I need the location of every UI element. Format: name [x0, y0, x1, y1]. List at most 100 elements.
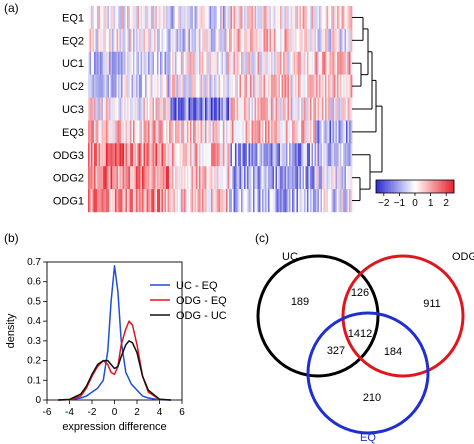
- heatmap-cell: [287, 189, 290, 213]
- heatmap-cell: [136, 28, 138, 52]
- heatmap-cell: [133, 97, 135, 121]
- region-count: 184: [384, 346, 402, 358]
- heatmap-cell: [314, 74, 317, 98]
- heatmap-cell: [203, 143, 206, 167]
- heatmap-cell: [334, 143, 336, 167]
- heatmap-cell: [181, 74, 183, 98]
- heatmap-cell: [301, 51, 303, 75]
- heatmap-cell: [200, 28, 203, 52]
- heatmap-cell: [262, 143, 264, 167]
- heatmap-cell: [329, 74, 332, 98]
- heatmap-cell: [163, 28, 165, 52]
- heatmap-cell: [331, 143, 333, 167]
- heatmap-cell: [115, 189, 117, 213]
- heatmap-cell: [136, 6, 138, 30]
- heatmap-cell: [334, 51, 336, 75]
- heatmap-cell: [148, 6, 150, 30]
- heatmap-cell: [284, 6, 287, 30]
- heatmap-cell: [322, 120, 324, 144]
- heatmap-cell: [101, 6, 104, 30]
- colorbar-tick-label: −2: [378, 198, 390, 209]
- colorbar-segment: [399, 180, 401, 193]
- heatmap-cell: [278, 143, 281, 167]
- heatmap-cell: [343, 166, 345, 190]
- heatmap-cell: [329, 28, 332, 52]
- heatmap-cell: [125, 143, 128, 167]
- heatmap-cell: [149, 189, 152, 213]
- heatmap-cell: [338, 166, 341, 190]
- heatmap-cell: [128, 120, 131, 144]
- y-tick-label: 0.5: [27, 296, 41, 307]
- heatmap-cell: [89, 143, 92, 167]
- heatmap-cell: [223, 6, 225, 30]
- heatmap-cell: [253, 120, 255, 144]
- heatmap-cell: [319, 189, 321, 213]
- heatmap-cell: [197, 166, 200, 190]
- heatmap-cell: [335, 6, 338, 30]
- heatmap-cell: [100, 6, 102, 30]
- heatmap-cell: [146, 74, 149, 98]
- heatmap-cell: [157, 6, 159, 30]
- heatmap-cell: [89, 166, 92, 190]
- heatmap-cell: [92, 166, 95, 190]
- heatmap-cell: [227, 120, 230, 144]
- heatmap-cell: [179, 6, 182, 30]
- heatmap-cell: [149, 143, 152, 167]
- heatmap-cell: [208, 74, 210, 98]
- heatmap-cell: [205, 143, 207, 167]
- heatmap-cell: [293, 51, 296, 75]
- heatmap-cell: [275, 51, 278, 75]
- heatmap-cell: [169, 166, 171, 190]
- heatmap-cell: [142, 74, 144, 98]
- heatmap-cell: [118, 28, 120, 52]
- heatmap-cell: [196, 189, 198, 213]
- heatmap-cell: [203, 120, 206, 144]
- heatmap-cell: [191, 6, 194, 30]
- heatmap-cell: [179, 143, 182, 167]
- heatmap-cell: [232, 28, 234, 52]
- heatmap-cell: [143, 28, 146, 52]
- heatmap-cell: [181, 51, 183, 75]
- heatmap-cell: [331, 189, 333, 213]
- heatmap-cell: [275, 6, 278, 30]
- heatmap-cell: [143, 120, 146, 144]
- heatmap-cell: [197, 143, 200, 167]
- heatmap-cell: [107, 120, 110, 144]
- heatmap-cell: [272, 143, 275, 167]
- heatmap-cell: [113, 189, 116, 213]
- heatmap-cell: [343, 189, 345, 213]
- heatmap-cell: [236, 74, 239, 98]
- heatmap-cell: [230, 74, 233, 98]
- heatmap-cell: [334, 6, 336, 30]
- heatmap-cell: [340, 189, 342, 213]
- heatmap-cell: [155, 74, 158, 98]
- heatmap-cell: [268, 166, 270, 190]
- heatmap-cell: [89, 97, 92, 121]
- heatmap-cell: [326, 97, 329, 121]
- heatmap-cell: [115, 51, 117, 75]
- heatmap-cell: [193, 97, 195, 121]
- heatmap-cell: [250, 166, 252, 190]
- heatmap-cell: [146, 120, 149, 144]
- heatmap-cell: [194, 120, 197, 144]
- heatmap-cell: [265, 143, 267, 167]
- region-count: 189: [291, 296, 309, 308]
- heatmap-cell: [317, 51, 320, 75]
- heatmap-cell: [248, 97, 251, 121]
- heatmap-cell: [221, 6, 224, 30]
- heatmap-cell: [239, 143, 242, 167]
- heatmap-cell: [281, 97, 284, 121]
- heatmap-cell: [239, 166, 242, 190]
- heatmap-cell: [176, 97, 179, 121]
- heatmap-cell: [169, 189, 171, 213]
- heatmap-cell: [196, 120, 198, 144]
- heatmap-cell: [199, 189, 201, 213]
- heatmap-cell: [260, 28, 263, 52]
- heatmap-cell: [172, 120, 174, 144]
- heatmap-cell: [179, 166, 182, 190]
- heatmap-cell: [113, 143, 116, 167]
- heatmap-cell: [290, 97, 293, 121]
- heatmap-cell: [106, 28, 108, 52]
- y-tick-label: 0.2: [27, 356, 41, 367]
- heatmap-cell: [218, 189, 221, 213]
